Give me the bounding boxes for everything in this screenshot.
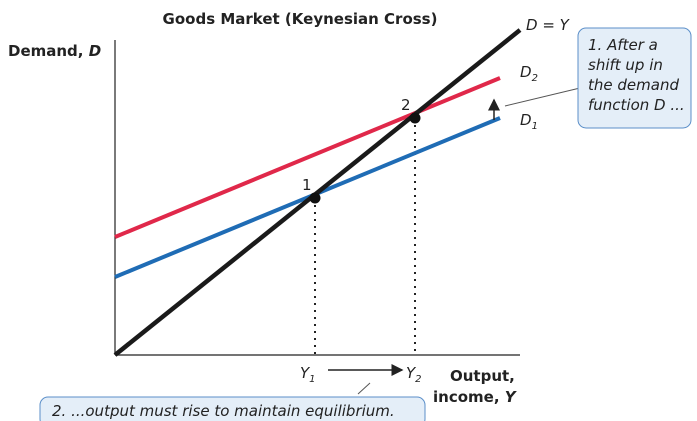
annotation-box [577, 27, 692, 129]
annotation-text: 2. ...output must rise to maintain equil… [52, 402, 395, 420]
x-mark-label: Y2 [406, 364, 422, 385]
annotation-text: shift up in [588, 56, 663, 74]
curve-label: D2 [520, 63, 538, 84]
title: Goods Market (Keynesian Cross) [163, 10, 438, 28]
annotation-text: the demand [588, 76, 679, 94]
annotation-text: function D ... [588, 96, 685, 114]
curve-d-equals-y [113, 28, 522, 357]
annotation-box [39, 396, 426, 421]
callout-line [504, 87, 581, 107]
x-mark-label: Y1 [300, 364, 316, 385]
equilibrium-point [309, 192, 321, 204]
equilibrium-point [409, 112, 421, 124]
y-axis-label: Demand, D [8, 42, 101, 60]
annotation-text: 1. After a [588, 36, 658, 54]
point-label: 1 [302, 176, 312, 194]
point-label: 2 [401, 96, 411, 114]
curve-d1 [114, 116, 501, 279]
x-axis-label: Output, [450, 367, 515, 385]
callout-line [357, 382, 371, 395]
x-axis-label: income, Y [433, 388, 518, 406]
curve-d2 [114, 76, 501, 239]
curve-label: D1 [520, 111, 538, 132]
curve-label: D = Y [526, 16, 571, 34]
